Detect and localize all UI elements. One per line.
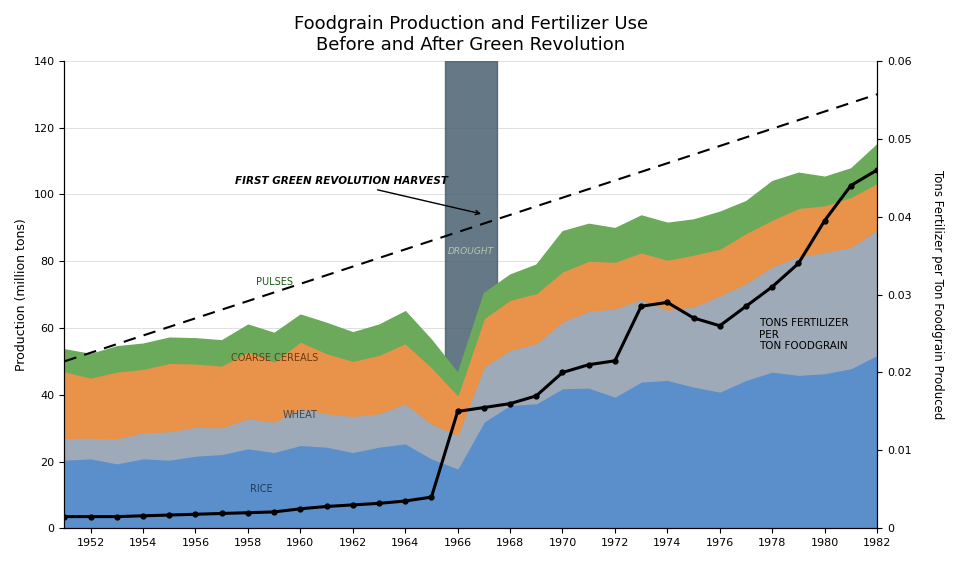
Text: FIRST GREEN REVOLUTION HARVEST: FIRST GREEN REVOLUTION HARVEST: [235, 176, 480, 215]
Bar: [445, 61, 497, 528]
Text: DROUGHT: DROUGHT: [448, 247, 494, 256]
Text: WHEAT: WHEAT: [283, 410, 317, 420]
Text: RICE: RICE: [249, 484, 272, 494]
Y-axis label: Production (million tons): Production (million tons): [15, 218, 28, 371]
Text: PULSES: PULSES: [256, 276, 292, 287]
Text: COARSE CEREALS: COARSE CEREALS: [230, 354, 317, 363]
Title: Foodgrain Production and Fertilizer Use
Before and After Green Revolution: Foodgrain Production and Fertilizer Use …: [293, 15, 648, 54]
Y-axis label: Tons Fertilizer per Ton Foodgrain Produced: Tons Fertilizer per Ton Foodgrain Produc…: [931, 170, 944, 419]
Text: TONS FERTILIZER
PER
TON FOODGRAIN: TONS FERTILIZER PER TON FOODGRAIN: [760, 318, 849, 351]
